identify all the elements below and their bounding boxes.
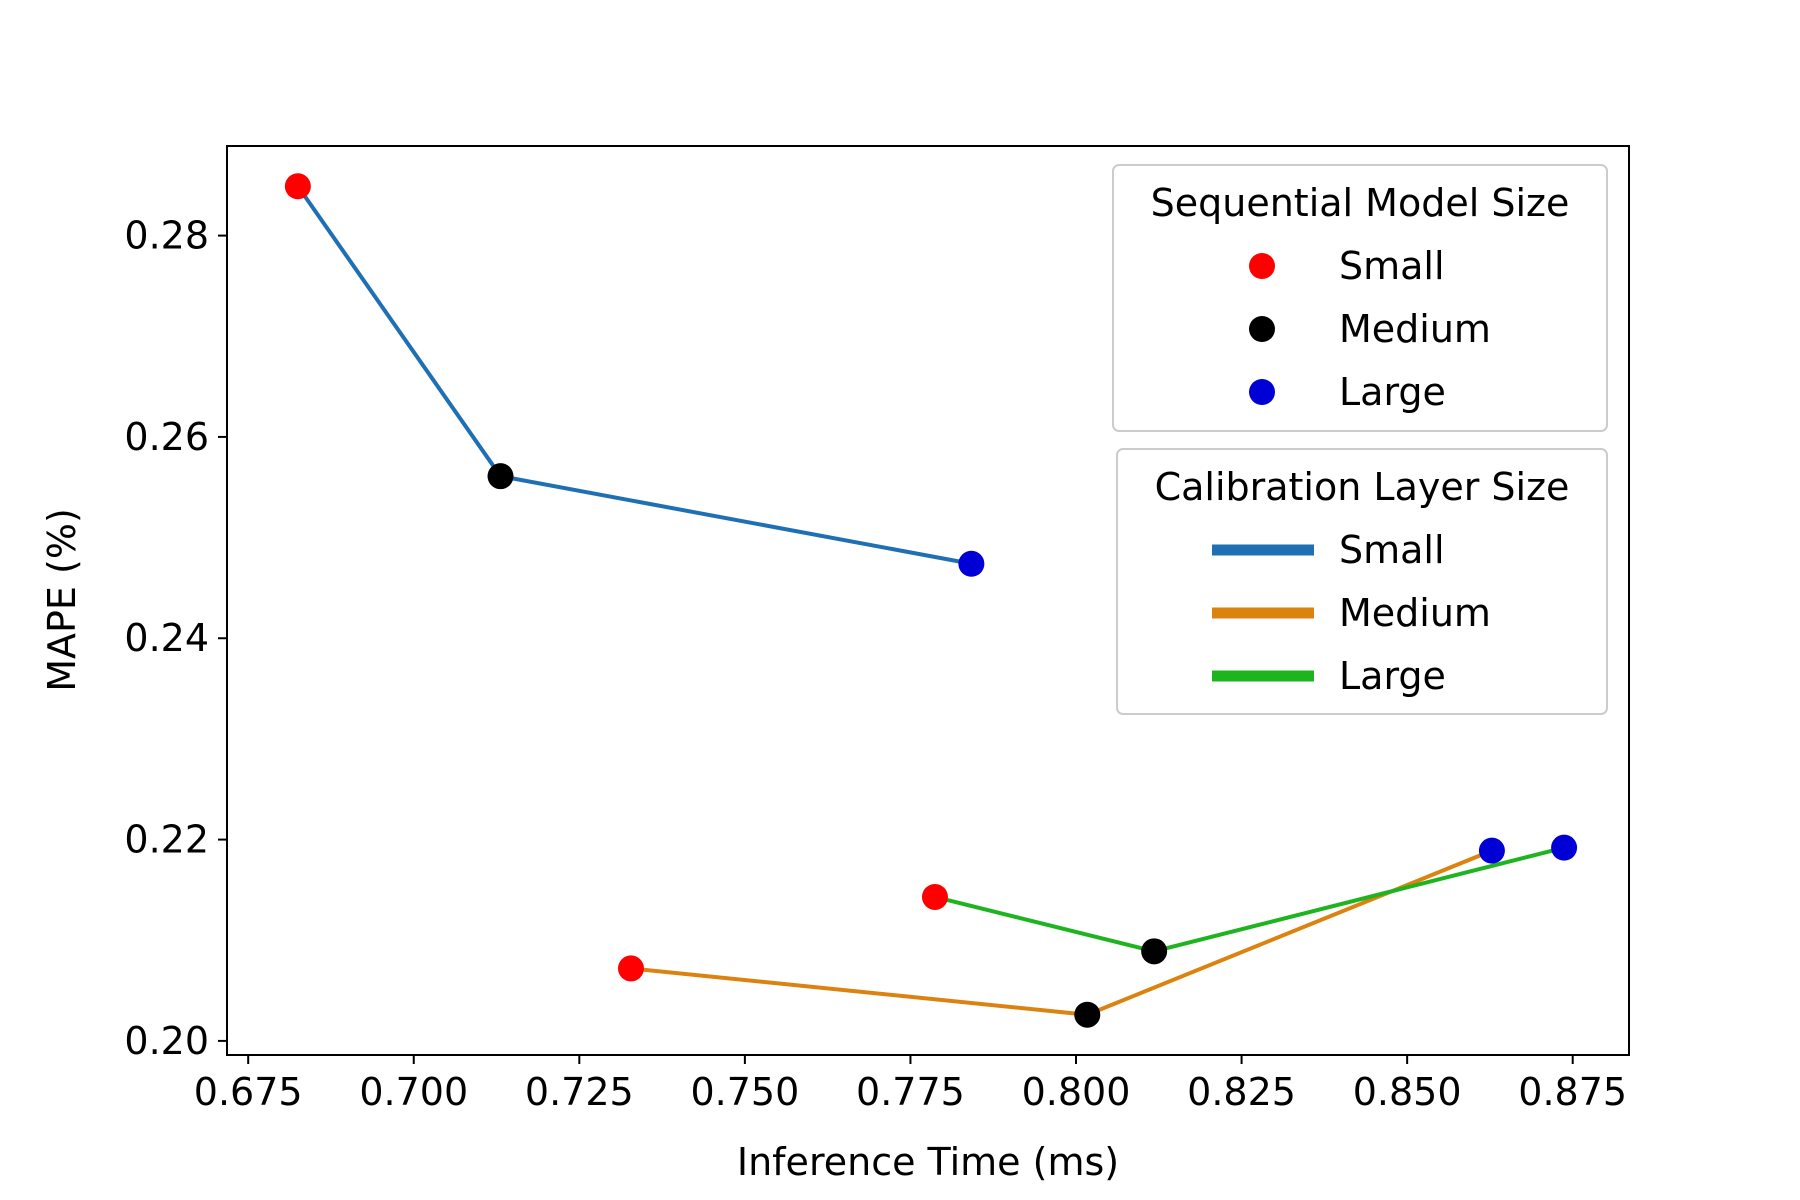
series-line-medium — [630, 848, 1493, 1017]
data-point-medium-small — [617, 955, 644, 982]
legend-marker-large — [1249, 379, 1275, 405]
y-tick-label: 0.26 — [124, 415, 209, 459]
y-axis: 0.20 0.22 0.24 0.26 0.28 — [124, 214, 227, 1063]
x-tick-label: 0.725 — [525, 1070, 634, 1114]
data-point-small-large — [958, 550, 985, 577]
y-tick-label: 0.20 — [124, 1019, 209, 1063]
legend-sequential-model-size: Sequential Model Size Small Medium Large — [1112, 164, 1608, 432]
data-point-medium-medium — [1074, 1001, 1101, 1028]
series-line-large — [934, 845, 1565, 954]
data-point-medium-large — [1478, 837, 1505, 864]
plot-frame — [226, 145, 1630, 1056]
x-tick-label: 0.675 — [194, 1070, 303, 1114]
legend-box — [1112, 164, 1608, 432]
legend-label-small: Small — [1339, 528, 1445, 572]
legend-box — [1116, 448, 1608, 715]
data-point-large-large — [1551, 834, 1578, 861]
series-line-small — [296, 185, 972, 566]
x-tick-label: 0.700 — [359, 1070, 468, 1114]
legend-label-medium: Medium — [1339, 307, 1491, 351]
x-tick-label: 0.875 — [1518, 1070, 1627, 1114]
legend-title: Sequential Model Size — [1151, 181, 1570, 225]
data-point-large-medium — [1141, 938, 1168, 965]
x-tick-label: 0.775 — [856, 1070, 965, 1114]
data-point-small-small — [284, 173, 311, 200]
legend-marker-medium — [1249, 316, 1275, 342]
data-point-small-medium — [487, 463, 514, 490]
data-point-large-small — [921, 883, 948, 910]
x-tick-label: 0.825 — [1187, 1070, 1296, 1114]
y-tick-label: 0.28 — [124, 214, 209, 258]
legend-label-small: Small — [1339, 244, 1445, 288]
x-tick-label: 0.750 — [690, 1070, 799, 1114]
legend-layer: Sequential Model SizeSmallMediumLargeCal… — [1112, 164, 1608, 715]
x-tick-label: 0.850 — [1353, 1070, 1462, 1114]
x-axis-title: Inference Time (ms) — [737, 1140, 1119, 1184]
legend-label-large: Large — [1339, 370, 1446, 414]
legend-title: Calibration Layer Size — [1155, 465, 1570, 509]
legend-marker-small — [1249, 253, 1275, 279]
legend-label-large: Large — [1339, 654, 1446, 698]
y-axis-title: MAPE (%) — [40, 508, 84, 692]
x-tick-label: 0.800 — [1022, 1070, 1131, 1114]
legend-calibration-layer-size: Calibration Layer Size Small Medium Large — [1116, 448, 1608, 715]
series-layer — [284, 173, 1578, 1028]
legend-label-medium: Medium — [1339, 591, 1491, 635]
x-axis: 0.675 0.700 0.725 0.750 0.775 0.800 0.825 0.850… — [194, 1055, 1627, 1114]
y-tick-label: 0.22 — [124, 818, 209, 862]
y-tick-label: 0.24 — [124, 616, 209, 660]
